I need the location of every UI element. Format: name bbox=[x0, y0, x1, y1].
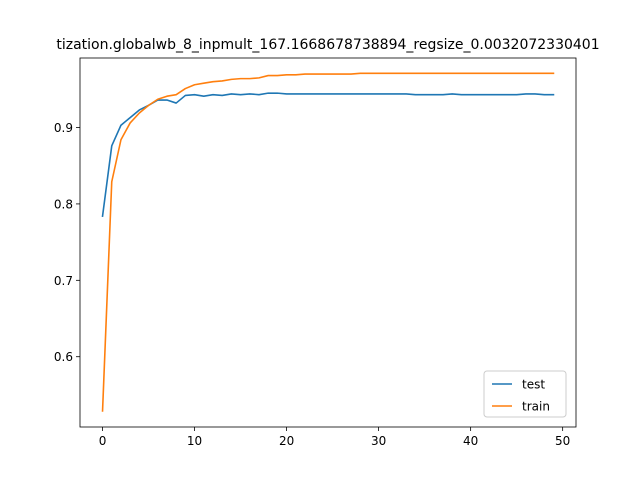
y-tick-label: 0.9 bbox=[54, 121, 73, 135]
x-tick-label: 30 bbox=[371, 434, 386, 448]
chart-title: tization.globalwb_8_inpmult_167.16686787… bbox=[56, 37, 599, 53]
x-tick-label: 20 bbox=[279, 434, 294, 448]
legend-label-train: train bbox=[522, 400, 550, 414]
legend-label-test: test bbox=[522, 378, 545, 392]
x-tick-label: 0 bbox=[99, 434, 107, 448]
y-tick-label: 0.6 bbox=[54, 350, 73, 364]
series-line-test bbox=[101, 92, 555, 218]
y-tick-label: 0.7 bbox=[54, 274, 73, 288]
plot-area-frame bbox=[79, 57, 577, 428]
x-tick-label: 40 bbox=[463, 434, 478, 448]
x-tick-label: 10 bbox=[187, 434, 202, 448]
x-tick-label: 50 bbox=[555, 434, 570, 448]
y-tick-label: 0.8 bbox=[54, 197, 73, 211]
series-line-train bbox=[101, 72, 555, 412]
